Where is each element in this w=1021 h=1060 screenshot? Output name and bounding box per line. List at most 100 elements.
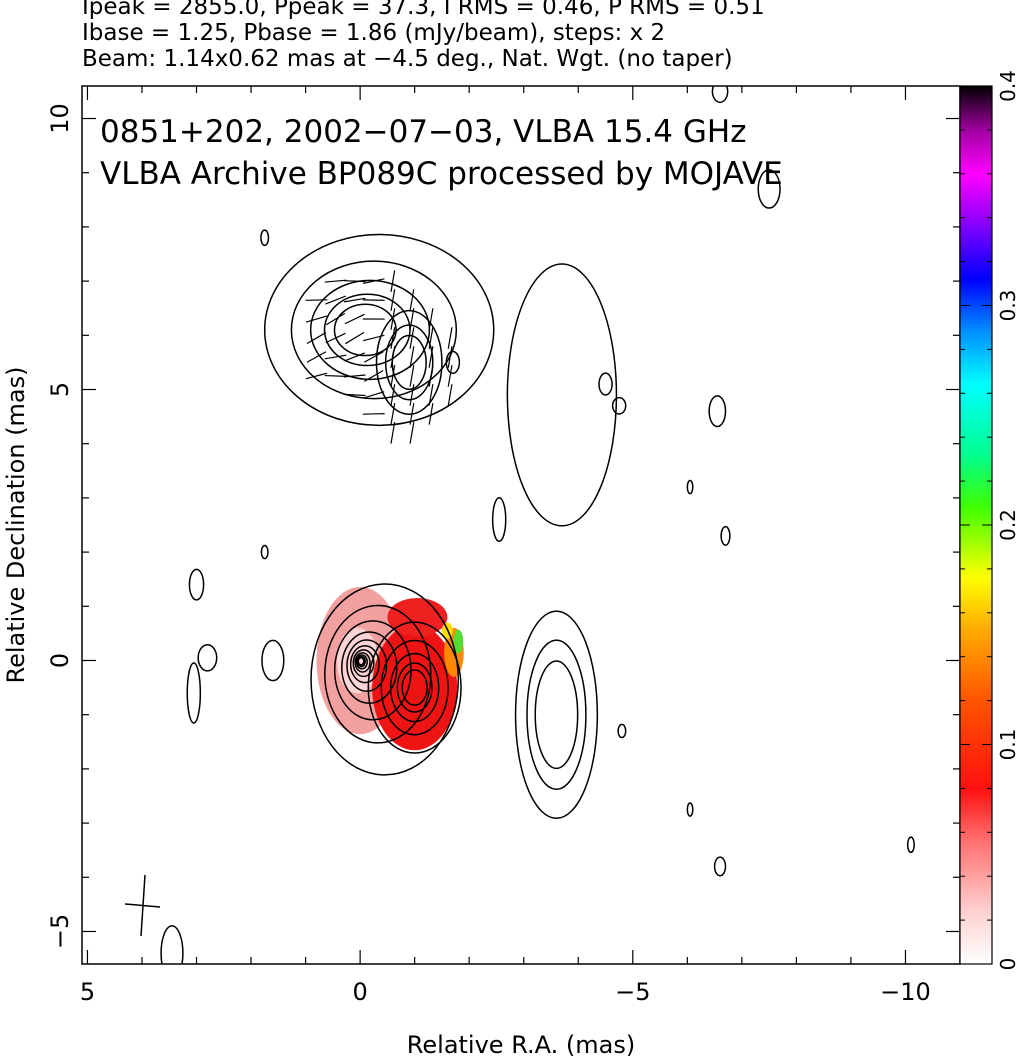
pol-fraction-edge-green <box>453 629 464 654</box>
evpa-vector <box>345 331 365 345</box>
evpa-vector <box>390 365 396 387</box>
contour-noise <box>686 479 694 495</box>
evpa-vector <box>428 384 434 406</box>
evpa-vector <box>344 313 365 325</box>
contour-noise <box>611 396 627 415</box>
evpa-vector <box>428 403 434 425</box>
evpa-vector <box>344 352 366 362</box>
plot-frame <box>81 85 961 965</box>
contour-core <box>354 652 371 673</box>
evpa-vector <box>447 346 453 368</box>
contour-noise <box>686 802 694 817</box>
evpa-vector <box>390 308 396 330</box>
contour-noise <box>260 544 269 560</box>
contour-noise <box>260 229 270 247</box>
contour-jet-knot <box>380 639 449 736</box>
pol-fraction-jet <box>372 624 458 751</box>
evpa-vector <box>343 297 366 303</box>
evpa-vector <box>363 391 385 399</box>
evpa-vector <box>324 279 347 283</box>
evpa-vector <box>390 403 396 425</box>
evpa-vector <box>305 315 328 323</box>
evpa-vector <box>447 365 453 387</box>
header-line-beam: Beam: 1.14x0.62 mas at −4.5 deg., Nat. W… <box>82 46 733 72</box>
colorbar-tick-label: 0 <box>996 958 1020 971</box>
polarization-vectors <box>305 270 453 444</box>
evpa-vector <box>390 327 396 349</box>
contour-west <box>526 639 587 791</box>
contour-core <box>310 583 460 776</box>
beam-marker <box>124 874 161 937</box>
contour-north-a <box>263 233 495 427</box>
evpa-vector <box>409 384 415 406</box>
contour-core <box>352 649 375 678</box>
x-tick-label: 5 <box>80 978 95 1006</box>
y-tick-label: −5 <box>46 914 74 949</box>
contour-core <box>357 656 365 666</box>
evpa-vector <box>305 299 328 301</box>
y-tick-label: 0 <box>46 653 74 668</box>
y-axis-label: Relative Declination (mas) <box>2 366 30 683</box>
evpa-vector <box>325 332 346 344</box>
evpa-vector <box>409 365 415 387</box>
colorbar-tick-label: 0.2 <box>996 509 1020 541</box>
contour-north-west <box>506 263 618 527</box>
contour-north-a <box>309 279 431 381</box>
contour-core <box>355 654 368 670</box>
evpa-vector <box>325 295 346 305</box>
contour-north-b <box>375 309 443 415</box>
contour-north-b <box>391 334 427 391</box>
contour-jet-knot <box>401 669 428 706</box>
evpa-vector <box>306 351 327 363</box>
contour-noise <box>757 169 781 209</box>
evpa-vector <box>325 312 346 326</box>
contour-north-a <box>290 260 458 400</box>
contour-noise <box>188 568 205 601</box>
evpa-vector <box>390 289 396 311</box>
evpa-vector <box>343 393 366 397</box>
contour-noise <box>708 395 727 428</box>
evpa-vector <box>306 332 327 344</box>
contour-jet-knot <box>396 662 433 713</box>
contour-core <box>346 639 388 692</box>
contour-noise <box>713 856 727 877</box>
evpa-vector <box>409 346 415 368</box>
x-tick-label: −5 <box>615 978 650 1006</box>
contour-noise <box>197 643 218 672</box>
contour-noise <box>617 723 627 739</box>
colorbar-ticks <box>960 85 992 965</box>
evpa-vector <box>364 369 384 382</box>
evpa-vector <box>447 384 453 406</box>
evpa-vector <box>363 334 385 342</box>
contour-core <box>324 604 432 744</box>
header-line-peak-rms: Ipeak = 2855.0, Ppeak = 37.3, I RMS = 0.… <box>82 0 765 20</box>
header-line-base-steps: Ibase = 1.25, Pbase = 1.86 (mJy/beam), s… <box>82 20 666 46</box>
colorbar-tick-label: 0.3 <box>996 290 1020 322</box>
evpa-vector <box>343 280 366 283</box>
contour-jet-knot <box>367 621 462 754</box>
evpa-vector <box>305 372 328 380</box>
evpa-vector <box>409 403 415 425</box>
evpa-vector <box>390 422 396 444</box>
map-title-processing: VLBA Archive BP089C processed by MOJAVE <box>100 156 783 192</box>
evpa-vector <box>428 327 434 349</box>
contour-noise <box>445 350 461 375</box>
contour-noise <box>720 525 731 546</box>
polarization-color-layer <box>316 586 464 751</box>
evpa-vector <box>409 327 415 349</box>
evpa-vector <box>324 354 347 360</box>
x-tick-label: −10 <box>880 978 931 1006</box>
x-tick-label: 0 <box>352 978 367 1006</box>
evpa-vector <box>409 289 415 311</box>
x-axis-label: Relative R.A. (mas) <box>407 1031 635 1059</box>
map-title-source: 0851+202, 2002−07−03, VLBA 15.4 GHz <box>100 114 746 150</box>
contour-noise <box>491 497 507 543</box>
contour-north-a <box>323 293 411 367</box>
evpa-vector <box>390 384 396 406</box>
contour-west <box>534 660 579 770</box>
colorbar-tick-label: 0.4 <box>996 70 1020 102</box>
contour-north-a <box>333 303 397 357</box>
y-tick-label: 10 <box>46 103 74 134</box>
contour-north-b <box>384 324 434 401</box>
evpa-vector <box>362 413 385 415</box>
